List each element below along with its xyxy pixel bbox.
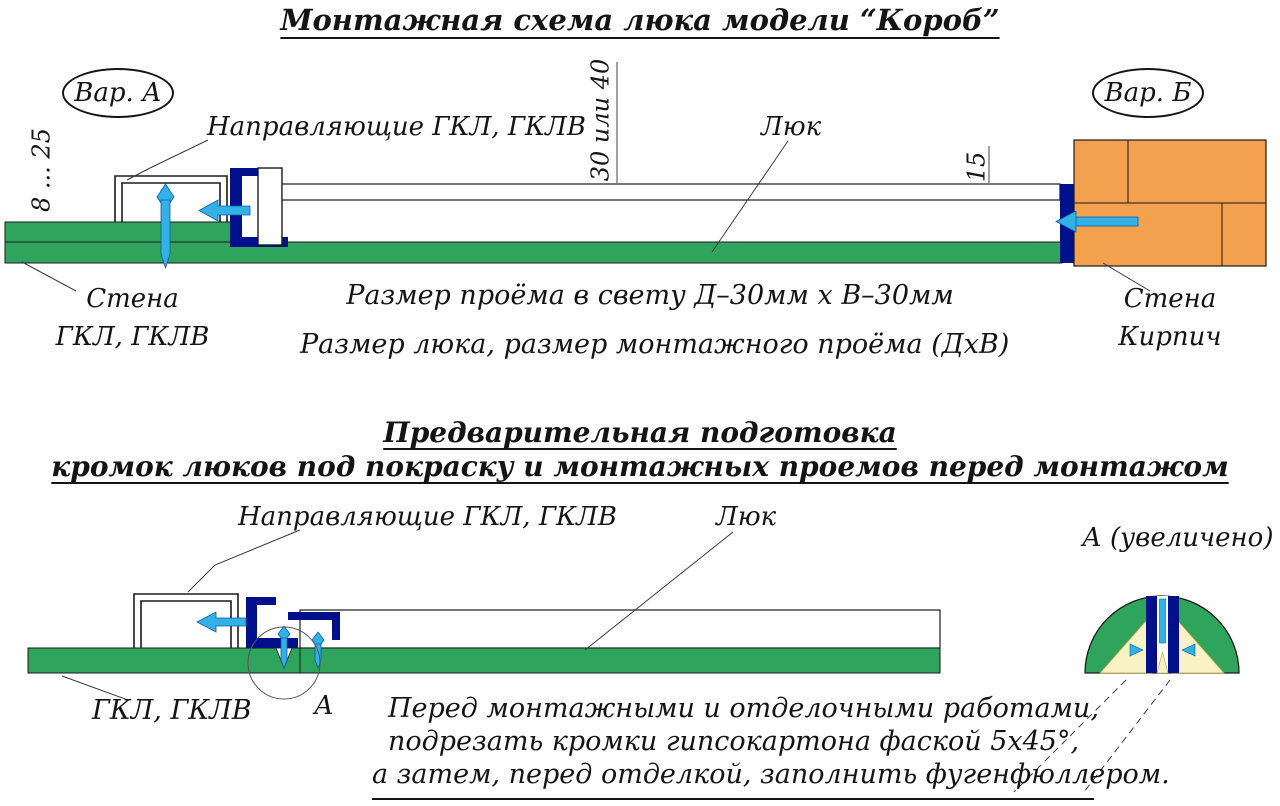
hatch-size-label: Размер люка, размер монтажного проёма (Д… [300, 329, 1010, 360]
detail-dashed-leader-1 [1013, 679, 1127, 793]
wall-left-line1: Стена [86, 284, 179, 314]
leader-rails-top [126, 139, 209, 181]
hatch-edge-profiles [246, 597, 340, 648]
dimension-30-40: 30 или 40 [586, 58, 615, 182]
opening-size-label: Размер проёма в свету Д–30мм х В–30мм [346, 280, 954, 311]
prep-note-line1: Перед монтажными и отделочными работами, [388, 693, 1099, 724]
guide-profile-icon [114, 175, 228, 222]
detail-profile-right [1168, 596, 1179, 673]
rails-label-top: Направляющие ГКЛ, ГКЛВ [207, 112, 586, 142]
prep-note-line2: подрезать кромки гипсокартона фаской 5х4… [388, 726, 1080, 757]
prep-title-line1: Предварительная подготовка [383, 416, 897, 449]
variant-a-badge: Вар. А [62, 68, 174, 118]
fastener-arrow-bottom-icon [196, 611, 247, 633]
leader-gkl-bottom [61, 675, 129, 701]
hatch-strip [299, 609, 941, 649]
brick-wall [1073, 139, 1267, 267]
wall-right-line2: Кирпич [1118, 322, 1222, 352]
rails-label-bottom: Направляющие ГКЛ, ГКЛВ [238, 502, 617, 532]
wall-gkl-upper-layer [4, 221, 232, 243]
wall-right-label: Стена Кирпич [1085, 280, 1255, 356]
detail-screw-icon [1159, 598, 1166, 644]
wall-left-label: Стена ГКЛ, ГКЛВ [35, 280, 230, 356]
dimension-15: 15 [962, 151, 991, 183]
detail-filler-v [1156, 650, 1169, 674]
wall-right-line1: Стена [1123, 284, 1217, 314]
leader-wall-left [21, 261, 77, 292]
leader-wall-right [1102, 262, 1151, 292]
fastener-arrow-icon [198, 199, 251, 222]
detail-a-enlarged [1013, 595, 1240, 793]
hatch-corner-section [257, 167, 283, 246]
variant-b-label: Вар. Б [1104, 78, 1192, 108]
top-diagram [4, 62, 1267, 292]
prep-title-line2: кромок люков под покраску и монтажных пр… [51, 450, 1229, 483]
prep-note: Перед монтажными и отделочными работами,… [372, 692, 1170, 791]
detail-a-title: А (увеличено) [1082, 523, 1274, 553]
hatch-label-bottom: Люк [716, 502, 777, 532]
anchor-arrow-icon [1055, 210, 1139, 233]
bottom-diagram [27, 529, 941, 701]
dimension-8-25: 8 ... 25 [27, 128, 56, 212]
variant-b-badge: Вар. Б [1092, 68, 1204, 118]
detail-arrow-left-icon [1129, 643, 1144, 657]
gkl-label-bottom: ГКЛ, ГКЛВ [92, 695, 252, 726]
detail-a-marker: А [314, 691, 334, 721]
leader-hatch-top [711, 140, 789, 253]
hatch-top-rail [281, 183, 1061, 201]
gkl-band-under-hatch [299, 647, 941, 674]
leader-hatch-bottom [584, 531, 734, 651]
wall-left-line2: ГКЛ, ГКЛВ [55, 322, 210, 352]
variant-a-label: Вар. А [74, 78, 162, 108]
hatch-label-top: Люк [761, 112, 822, 142]
detail-arrow-right-icon [1181, 643, 1196, 657]
leader-rails-bottom [187, 529, 301, 593]
prep-note-line3: а затем, перед отделкой, заполнить фуген… [372, 759, 1170, 790]
screw-icon [156, 183, 175, 270]
detail-profile-left [1146, 596, 1157, 673]
screw-bottom-icon [277, 625, 325, 670]
page-title: Монтажная схема люка модели “Короб” [280, 3, 1000, 37]
detail-circle [247, 626, 321, 700]
